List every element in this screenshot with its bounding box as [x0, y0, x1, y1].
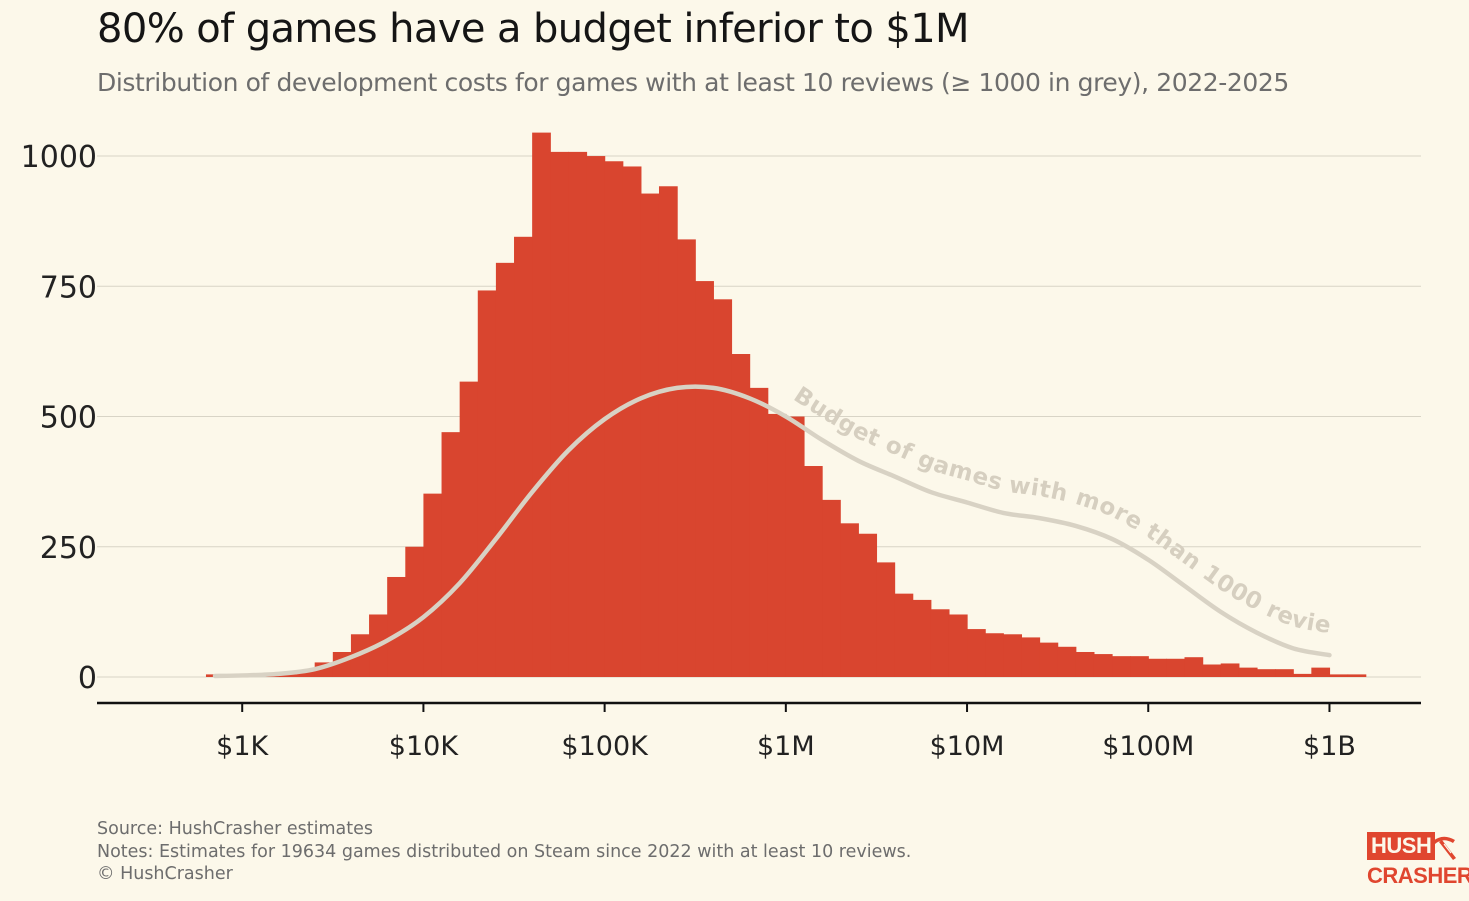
histogram-bar [640, 193, 660, 677]
histogram-bar [387, 576, 406, 677]
histogram-bar [985, 633, 1004, 677]
histogram-bars [205, 132, 1367, 678]
histogram-bar [876, 562, 896, 677]
histogram-bar [1003, 634, 1023, 677]
x-tick-label: $100K [561, 731, 649, 762]
pickaxe-icon [1433, 836, 1456, 860]
histogram-bar [1184, 657, 1204, 677]
histogram-bar [586, 156, 606, 678]
histogram-bar [550, 151, 569, 677]
y-tick-label-0: 0 [78, 661, 97, 696]
x-tick-label: $10M [930, 731, 1005, 762]
histogram-bar [1148, 658, 1167, 677]
y-tick-label-500: 500 [40, 401, 97, 436]
histogram-bar [658, 186, 678, 677]
x-tick-label: $1K [216, 731, 269, 762]
histogram-bar [967, 629, 986, 677]
histogram-bar [1256, 669, 1276, 677]
histogram-bar [713, 299, 733, 677]
chart-footer: Source: HushCrasher estimates Notes: Est… [97, 818, 911, 886]
method-note: Notes: Estimates for 19634 games distrib… [97, 841, 912, 862]
x-tick-label: $1M [757, 731, 815, 762]
source-note: Source: HushCrasher estimates [97, 819, 374, 839]
histogram-bar [767, 413, 787, 677]
gridlines: 0 250 500 750 1000 [21, 140, 1421, 696]
histogram-bar [423, 493, 443, 677]
histogram-bar [1293, 673, 1312, 677]
y-tick-label-1000: 1000 [21, 140, 97, 175]
hushcrasher-logo: HUSH CRASHER [1367, 832, 1469, 890]
histogram-bar [749, 387, 769, 677]
histogram-bar [1238, 667, 1258, 677]
histogram-bar [568, 151, 588, 677]
histogram-bar [405, 546, 425, 677]
histogram-bar [677, 239, 696, 677]
histogram-bar [495, 262, 515, 677]
histogram-bar [1112, 656, 1131, 677]
x-tick-label: $10K [389, 731, 460, 762]
histogram-bar [1220, 663, 1240, 677]
y-tick-label-750: 750 [40, 270, 97, 305]
histogram-bar [731, 354, 751, 677]
histogram-bar [785, 416, 805, 677]
histogram-bar [1057, 646, 1077, 677]
logo-hush-text: HUSH [1367, 832, 1436, 860]
histogram-bar [840, 523, 859, 677]
histogram-bar [1329, 674, 1349, 677]
histogram-bar [1130, 656, 1149, 677]
copyright-note: © HushCrasher [97, 864, 233, 884]
histogram-bar [822, 499, 841, 677]
histogram-bar [858, 533, 878, 677]
logo-crasher-text: CRASHER [1367, 863, 1469, 888]
axes: $1K $10K $100K $1M $10M $100M $1B [97, 701, 1421, 762]
histogram-bar [604, 161, 624, 677]
histogram-bar [1166, 658, 1186, 677]
y-tick-label-250: 250 [40, 531, 97, 566]
histogram-bar [1202, 664, 1222, 677]
histogram-bar [894, 593, 914, 677]
chart-subtitle: Distribution of development costs for ga… [97, 68, 1289, 97]
histogram-bar [1021, 637, 1041, 677]
x-tick-label: $100M [1102, 731, 1194, 762]
histogram-bar [1075, 651, 1095, 677]
histogram-bar [1347, 674, 1367, 677]
histogram-bar [1311, 667, 1331, 677]
histogram-bar [296, 670, 316, 677]
histogram-bar [514, 236, 533, 678]
histogram-bar [1039, 642, 1059, 677]
histogram-bar [278, 674, 298, 677]
histogram-bar [441, 432, 461, 677]
histogram-bar [459, 381, 479, 677]
histogram-bar [1275, 669, 1294, 677]
histogram-bar [912, 599, 932, 677]
x-tick-label: $1B [1303, 731, 1356, 762]
histogram-bar [622, 166, 642, 677]
histogram-bar [948, 614, 968, 677]
histogram-bar [803, 466, 823, 677]
chart-title: 80% of games have a budget inferior to $… [97, 6, 970, 52]
histogram-bar [930, 609, 950, 677]
density-curve [212, 384, 1332, 679]
histogram-bar [477, 290, 497, 677]
histogram-bar [1093, 654, 1113, 677]
histogram-bar [532, 132, 551, 678]
histogram-bar [695, 281, 714, 677]
